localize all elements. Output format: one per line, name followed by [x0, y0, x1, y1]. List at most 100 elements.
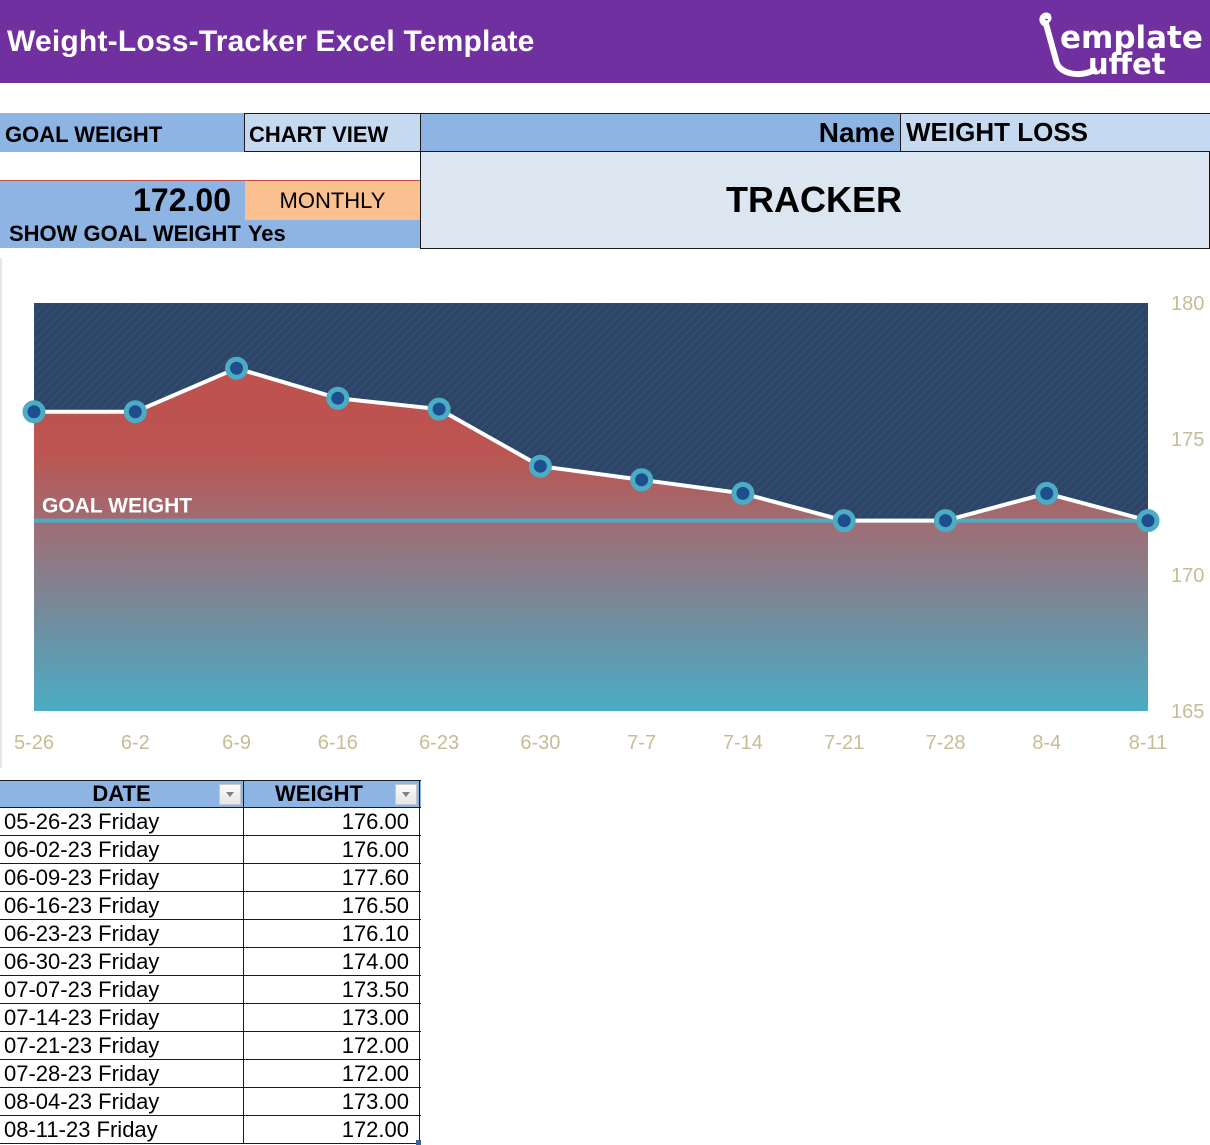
column-header-weight: WEIGHT — [244, 781, 420, 807]
weight-chart[interactable]: GOAL WEIGHT 180 175 170 165 5-26 6-2 6-9 6-16 6… — [0, 280, 1210, 760]
table-row[interactable]: 06-23-23 Friday 176.10 — [0, 920, 421, 948]
date-cell[interactable]: 06-09-23 Friday — [0, 864, 244, 891]
x-tick-label: 7-7 — [627, 732, 656, 754]
dropdown-arrow-icon — [402, 792, 410, 797]
x-tick-label: 6-2 — [121, 732, 150, 754]
weight-area-fill — [34, 368, 1148, 711]
y-tick-label: 180 — [1171, 293, 1204, 315]
date-cell[interactable]: 07-21-23 Friday — [0, 1032, 244, 1059]
table-resize-handle[interactable] — [416, 1140, 421, 1145]
table-body: 05-26-23 Friday 176.00 06-02-23 Friday 176.… — [0, 808, 421, 1145]
show-goal-weight-label: SHOW GOAL WEIGHT — [9, 221, 241, 246]
weight-cell[interactable]: 173.50 — [244, 976, 420, 1003]
x-tick-label: 7-21 — [824, 732, 864, 754]
data-point-marker[interactable] — [528, 454, 552, 478]
data-point-marker[interactable] — [630, 468, 654, 492]
data-point-marker[interactable] — [1035, 481, 1059, 505]
chart-view-select[interactable]: MONTHLY — [245, 180, 420, 220]
table-row[interactable]: 06-30-23 Friday 174.00 — [0, 948, 421, 976]
y-axis: 180 175 170 165 — [1171, 293, 1204, 723]
date-cell[interactable]: 07-07-23 Friday — [0, 976, 244, 1003]
x-axis: 5-26 6-2 6-9 6-16 6-23 6-30 7-7 7-14 7-21 7-28 8-4… — [14, 732, 1167, 754]
x-tick-label: 5-26 — [14, 732, 54, 754]
date-filter-button[interactable] — [219, 784, 241, 805]
weight-log-table: DATE WEIGHT 05-26-23 Friday 176.00 06-02-2… — [0, 780, 421, 1145]
x-tick-label: 6-16 — [318, 732, 358, 754]
data-point-marker[interactable] — [832, 509, 856, 533]
weight-cell[interactable]: 173.00 — [244, 1088, 420, 1115]
x-tick-label: 6-23 — [419, 732, 459, 754]
date-cell[interactable]: 06-02-23 Friday — [0, 836, 244, 863]
weight-line — [34, 366, 1149, 523]
weight-markers — [22, 356, 1160, 533]
column-header-date: DATE — [0, 781, 244, 807]
y-tick-label: 170 — [1171, 565, 1204, 587]
data-point-marker[interactable] — [326, 386, 350, 410]
table-row[interactable]: 07-28-23 Friday 172.00 — [0, 1060, 421, 1088]
date-cell[interactable]: 07-28-23 Friday — [0, 1060, 244, 1087]
table-row[interactable]: 06-09-23 Friday 177.60 — [0, 864, 421, 892]
x-tick-label: 6-9 — [222, 732, 251, 754]
weight-cell[interactable]: 173.00 — [244, 1004, 420, 1031]
table-row[interactable]: 08-04-23 Friday 173.00 — [0, 1088, 421, 1116]
data-point-marker[interactable] — [731, 481, 755, 505]
x-tick-label: 8-4 — [1032, 732, 1061, 754]
table-row[interactable]: 08-11-23 Friday 172.00 — [0, 1116, 421, 1145]
date-cell[interactable]: 06-30-23 Friday — [0, 948, 244, 975]
ladle-icon — [1039, 12, 1097, 78]
goal-weight-input[interactable]: 172.00 — [0, 180, 245, 220]
table-row[interactable]: 07-07-23 Friday 173.50 — [0, 976, 421, 1004]
weight-cell[interactable]: 176.10 — [244, 920, 420, 947]
table-row[interactable]: 07-14-23 Friday 173.00 — [0, 1004, 421, 1032]
data-point-marker[interactable] — [1136, 509, 1160, 533]
date-cell[interactable]: 08-11-23 Friday — [0, 1116, 244, 1143]
date-cell[interactable]: 05-26-23 Friday — [0, 808, 244, 835]
weight-cell[interactable]: 176.00 — [244, 808, 420, 835]
data-point-marker[interactable] — [427, 397, 451, 421]
x-tick-label: 6-30 — [520, 732, 560, 754]
table-row[interactable]: 07-21-23 Friday 172.00 — [0, 1032, 421, 1060]
weight-cell[interactable]: 174.00 — [244, 948, 420, 975]
weight-cell[interactable]: 176.00 — [244, 836, 420, 863]
template-buffet-logo: emplate uffet — [1039, 12, 1203, 81]
name-label: Name — [420, 113, 901, 152]
column-header-weight-label: WEIGHT — [275, 781, 363, 806]
dropdown-arrow-icon — [226, 792, 234, 797]
table-row[interactable]: 05-26-23 Friday 176.00 — [0, 808, 421, 836]
date-cell[interactable]: 06-16-23 Friday — [0, 892, 244, 919]
goal-weight-label: GOAL WEIGHT — [0, 113, 245, 152]
chart-view-label: CHART VIEW — [244, 113, 421, 152]
name-input[interactable]: WEIGHT LOSS — [900, 113, 1210, 152]
data-point-marker[interactable] — [933, 509, 957, 533]
title-banner: Weight-Loss-Tracker Excel Template empla… — [0, 0, 1210, 85]
table-row[interactable]: 06-16-23 Friday 176.50 — [0, 892, 421, 920]
logo-line1: emplate — [1060, 20, 1203, 56]
page-title: Weight-Loss-Tracker Excel Template — [7, 25, 535, 58]
data-point-marker[interactable] — [123, 400, 147, 424]
x-tick-label: 8-11 — [1129, 732, 1168, 754]
goal-weight-annotation: GOAL WEIGHT — [42, 495, 192, 518]
data-point-marker[interactable] — [225, 356, 249, 380]
show-goal-weight-select[interactable]: Yes — [247, 221, 286, 246]
weight-cell[interactable]: 172.00 — [244, 1060, 420, 1087]
table-header: DATE WEIGHT — [0, 780, 421, 808]
show-goal-weight-row: SHOW GOAL WEIGHT Yes — [0, 220, 420, 248]
y-tick-label: 175 — [1171, 429, 1204, 451]
x-tick-label: 7-28 — [925, 732, 965, 754]
logo-line2: uffet — [1088, 47, 1166, 81]
weight-cell[interactable]: 176.50 — [244, 892, 420, 919]
date-cell[interactable]: 06-23-23 Friday — [0, 920, 244, 947]
table-row[interactable]: 06-02-23 Friday 176.00 — [0, 836, 421, 864]
weight-cell[interactable]: 172.00 — [244, 1032, 420, 1059]
data-point-marker[interactable] — [22, 400, 46, 424]
chart-frame-edge — [0, 258, 2, 768]
x-tick-label: 7-14 — [723, 732, 763, 754]
date-cell[interactable]: 08-04-23 Friday — [0, 1088, 244, 1115]
column-header-date-label: DATE — [92, 781, 151, 806]
weight-cell[interactable]: 177.60 — [244, 864, 420, 891]
tracker-subtitle: TRACKER — [420, 151, 1210, 249]
date-cell[interactable]: 07-14-23 Friday — [0, 1004, 244, 1031]
y-tick-label: 165 — [1171, 701, 1204, 723]
weight-cell[interactable]: 172.00 — [244, 1116, 420, 1143]
weight-filter-button[interactable] — [395, 784, 417, 805]
